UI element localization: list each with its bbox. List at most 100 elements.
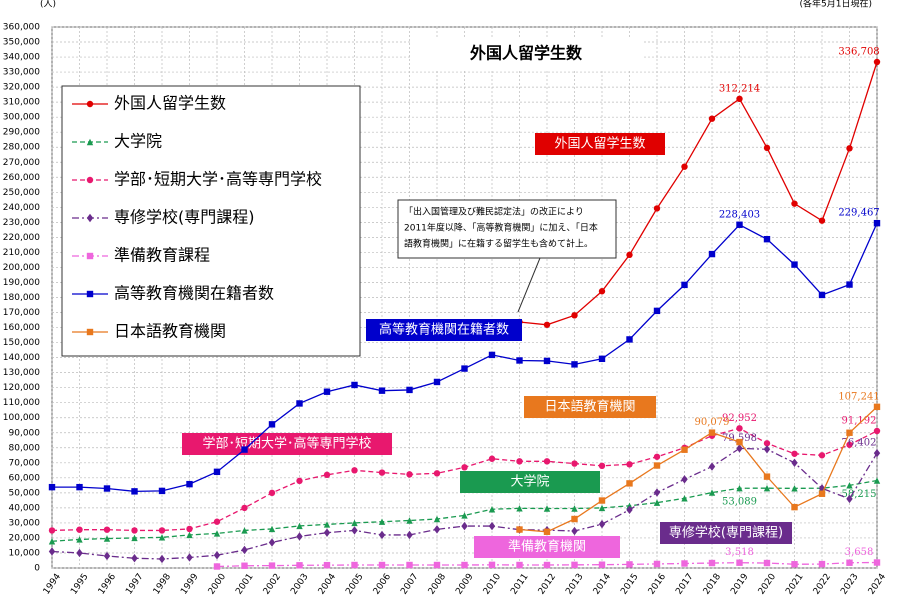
marker bbox=[736, 559, 743, 566]
marker bbox=[268, 538, 276, 547]
date-note: (各年5月1日現在) bbox=[800, 0, 872, 10]
marker bbox=[48, 547, 56, 556]
y-tick-label: 310,000 bbox=[3, 98, 40, 108]
marker bbox=[708, 559, 716, 567]
marker bbox=[543, 357, 551, 365]
marker bbox=[653, 307, 661, 315]
x-tick-label: 1994 bbox=[42, 572, 63, 597]
y-tick-label: 60,000 bbox=[9, 473, 41, 483]
marker bbox=[681, 281, 688, 289]
marker bbox=[708, 462, 716, 471]
marker bbox=[131, 527, 138, 534]
x-tick-label: 2007 bbox=[399, 572, 420, 596]
marker bbox=[488, 506, 496, 513]
legend-label: 大学院 bbox=[114, 132, 162, 151]
marker bbox=[516, 458, 523, 465]
x-tick-label: 2012 bbox=[537, 572, 558, 596]
marker bbox=[626, 505, 633, 515]
value-label: 58,215 bbox=[842, 489, 877, 500]
y-tick-label: 300,000 bbox=[3, 113, 40, 123]
x-tick-label: 2022 bbox=[812, 572, 833, 596]
marker bbox=[653, 488, 661, 497]
y-tick-label: 330,000 bbox=[3, 68, 40, 78]
marker bbox=[818, 217, 826, 224]
callout-label: 高等教育機関在籍者数 bbox=[379, 322, 509, 338]
marker bbox=[763, 445, 771, 454]
y-tick-label: 320,000 bbox=[3, 83, 40, 93]
callout-box bbox=[524, 396, 656, 418]
marker bbox=[736, 438, 743, 446]
value-label: 79,598 bbox=[722, 433, 757, 444]
marker bbox=[873, 58, 881, 66]
note-box bbox=[397, 199, 617, 259]
marker bbox=[213, 530, 221, 537]
marker bbox=[241, 562, 248, 569]
value-label: 3,518 bbox=[725, 547, 754, 558]
marker bbox=[433, 515, 441, 523]
marker bbox=[241, 446, 248, 453]
marker bbox=[598, 561, 606, 568]
marker bbox=[103, 551, 111, 561]
marker bbox=[131, 554, 138, 563]
marker bbox=[543, 561, 551, 569]
callout-box bbox=[474, 536, 620, 558]
series-line bbox=[519, 406, 878, 533]
x-tick-label: 2000 bbox=[207, 572, 228, 597]
marker bbox=[653, 499, 661, 506]
marker bbox=[186, 525, 193, 533]
marker bbox=[653, 560, 661, 568]
marker bbox=[76, 536, 83, 543]
marker bbox=[103, 535, 111, 542]
marker bbox=[626, 480, 633, 487]
marker bbox=[598, 497, 606, 504]
value-label: 312,214 bbox=[719, 83, 760, 94]
note-line: 2011年度以降、「高等教育機関」に加え、「日本 bbox=[404, 222, 598, 234]
x-tick-label: 1998 bbox=[152, 572, 173, 597]
unit-label: (人) bbox=[40, 0, 56, 10]
marker bbox=[378, 469, 386, 476]
marker bbox=[543, 321, 551, 328]
value-label: 107,241 bbox=[838, 391, 879, 402]
legend-box bbox=[61, 85, 361, 357]
marker bbox=[818, 291, 826, 299]
marker bbox=[598, 355, 606, 363]
marker bbox=[653, 205, 661, 212]
legend-label: 専修学校(専門課程) bbox=[114, 208, 255, 227]
legend-label: 準備教育課程 bbox=[114, 246, 210, 265]
marker bbox=[681, 163, 688, 170]
x-tick-label: 2006 bbox=[372, 572, 393, 597]
marker bbox=[516, 505, 523, 512]
marker bbox=[268, 421, 276, 428]
x-tick-label: 2003 bbox=[289, 572, 310, 596]
value-label: 76,402 bbox=[842, 438, 877, 449]
marker bbox=[598, 519, 606, 529]
marker bbox=[323, 528, 331, 537]
note-pointer bbox=[517, 257, 541, 313]
y-tick-label: 270,000 bbox=[3, 158, 40, 168]
marker bbox=[571, 312, 578, 319]
marker bbox=[791, 450, 798, 457]
y-tick-label: 350,000 bbox=[3, 38, 40, 48]
x-tick-label: 2020 bbox=[757, 572, 778, 597]
marker bbox=[818, 490, 826, 497]
marker bbox=[48, 538, 56, 545]
marker bbox=[378, 387, 386, 394]
marker bbox=[571, 561, 578, 569]
marker bbox=[791, 200, 798, 207]
marker bbox=[516, 526, 523, 533]
y-tick-label: 110,000 bbox=[3, 398, 40, 408]
note-line: 「出入国管理及び難民認定法」の改正により bbox=[404, 206, 584, 218]
marker bbox=[488, 455, 496, 462]
marker bbox=[763, 440, 771, 447]
x-tick-label: 2011 bbox=[509, 572, 530, 596]
x-tick-label: 2008 bbox=[427, 572, 448, 597]
marker bbox=[406, 561, 413, 569]
y-tick-label: 120,000 bbox=[3, 383, 40, 393]
y-tick-label: 250,000 bbox=[3, 188, 40, 198]
marker bbox=[736, 444, 743, 453]
marker bbox=[763, 144, 771, 152]
x-tick-label: 2023 bbox=[839, 572, 860, 596]
y-tick-label: 260,000 bbox=[3, 173, 40, 183]
marker bbox=[488, 561, 496, 569]
callout-label: 日本語教育機関 bbox=[544, 399, 635, 415]
